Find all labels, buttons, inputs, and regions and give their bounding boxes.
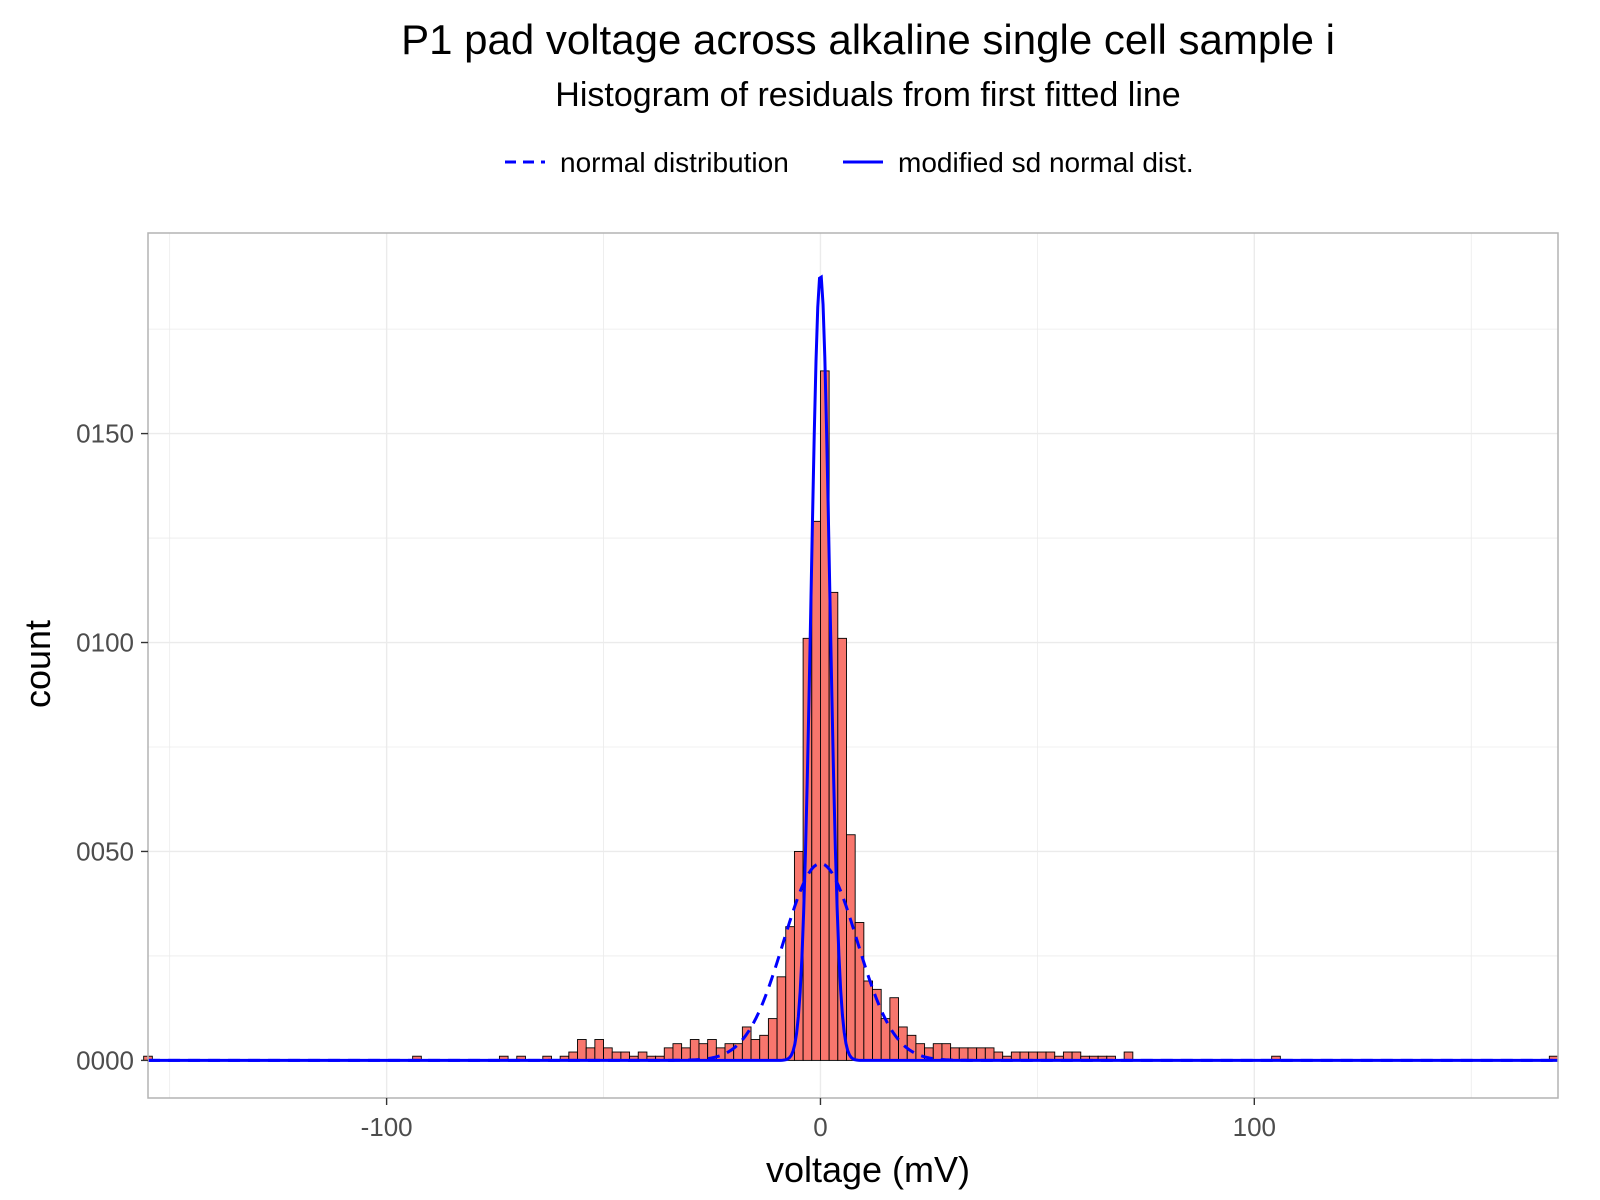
histogram-bar [681, 1047, 691, 1061]
x-axis-ticks: -100 0 100 [361, 1098, 1276, 1142]
histogram-bar [603, 1047, 613, 1061]
histogram-bar [672, 1043, 683, 1061]
histogram-bar [785, 926, 795, 1061]
histogram-bar [958, 1047, 969, 1061]
panel-border [147, 232, 1559, 1099]
modified-sd-normal-curve [148, 274, 1558, 1062]
legend-label-normal-distribution: normal distribution [560, 147, 789, 178]
histogram-bar [689, 1039, 700, 1061]
x-axis-title: voltage (mV) [766, 1149, 970, 1190]
histogram-bar [776, 976, 787, 1061]
histogram-bar [880, 1018, 891, 1061]
x-tick-label: 0 [813, 1112, 827, 1142]
legend-label-modified-sd-normal: modified sd normal dist. [898, 147, 1194, 178]
histogram-bar [967, 1047, 978, 1061]
histogram-bar [984, 1047, 995, 1061]
y-tick-label: 0050 [76, 836, 134, 866]
histogram-bar [950, 1047, 960, 1061]
histogram-bar [889, 997, 900, 1061]
histogram-bar [811, 520, 821, 1061]
histogram-bars [143, 370, 1559, 1061]
chart-title: P1 pad voltage across alkaline single ce… [401, 16, 1335, 63]
histogram-bar [577, 1039, 587, 1061]
y-tick-label: 0100 [76, 628, 134, 658]
density-curves [148, 274, 1558, 1062]
chart-subtitle: Histogram of residuals from first fitted… [555, 76, 1180, 114]
x-tick-label: 100 [1233, 1112, 1276, 1142]
histogram-bar [932, 1043, 943, 1061]
histogram-bar [898, 1026, 908, 1061]
histogram-bar [941, 1043, 952, 1061]
histogram-bar [698, 1043, 709, 1061]
histogram-bar [767, 1018, 778, 1061]
histogram-bar [863, 980, 873, 1061]
y-tick-label: 0000 [76, 1045, 134, 1075]
histogram-bar [715, 1047, 726, 1061]
histogram-bar [759, 1034, 769, 1061]
histogram-bar [585, 1047, 596, 1061]
legend: normal distribution modified sd normal d… [505, 147, 1194, 178]
y-axis-ticks: 0000 0050 0100 0150 [76, 419, 148, 1075]
y-tick-label: 0150 [76, 419, 134, 449]
histogram-bar [594, 1039, 604, 1061]
y-axis-title: count [17, 620, 58, 708]
histogram-bar [750, 1039, 761, 1061]
histogram-bar [663, 1047, 674, 1061]
histogram-bar [846, 834, 856, 1061]
x-tick-label: -100 [361, 1112, 413, 1142]
histogram-bar [976, 1047, 986, 1061]
